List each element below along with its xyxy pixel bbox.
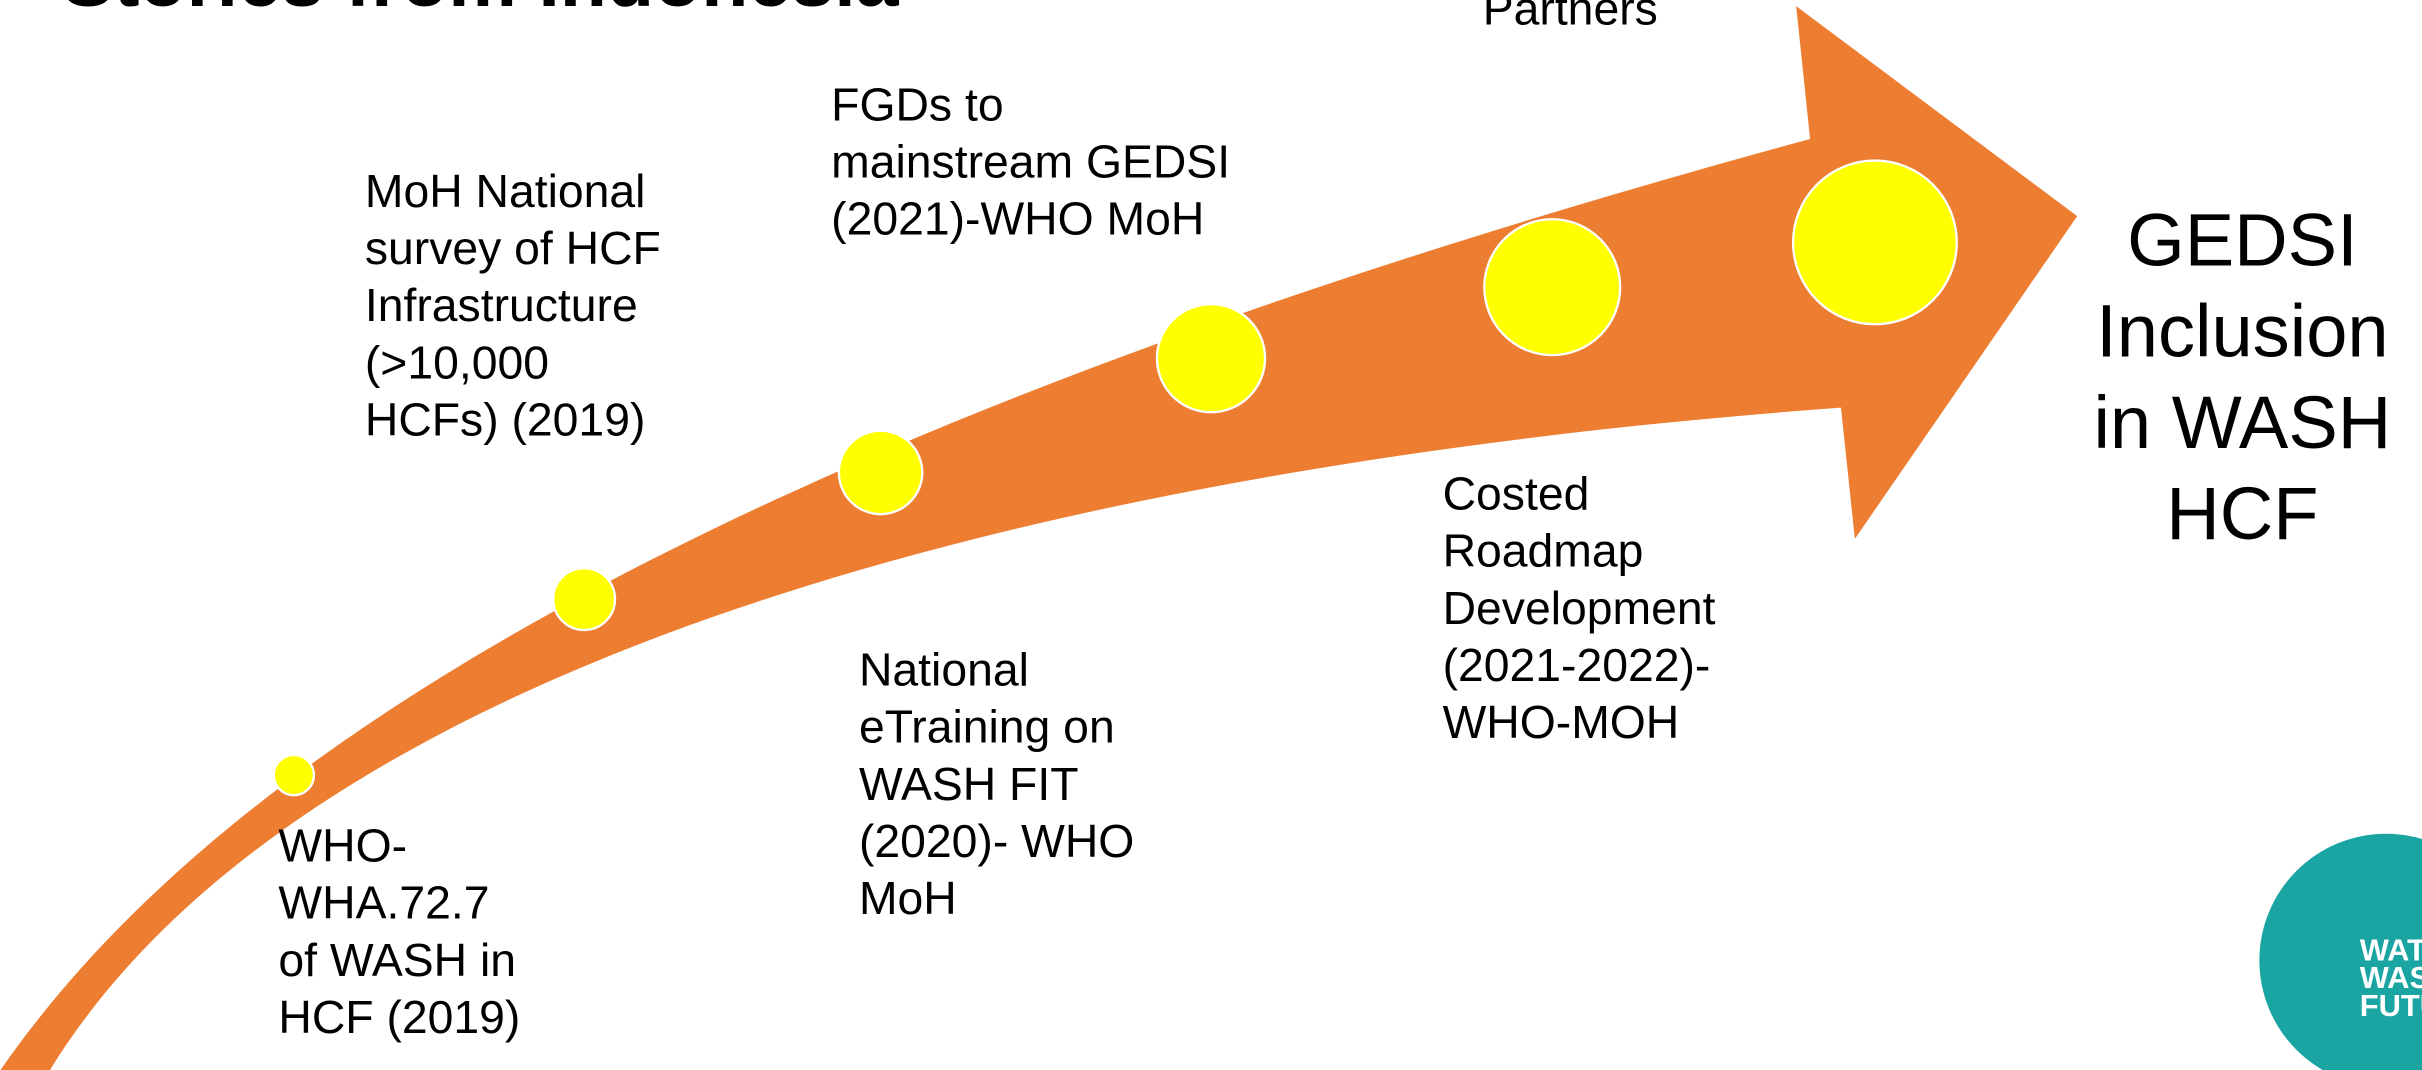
milestone-label: MoH: [859, 872, 957, 924]
goal-label: in WASH: [2093, 381, 2391, 464]
milestone-label: WHO-: [278, 820, 407, 872]
milestone-dot: [552, 567, 617, 632]
goal-label: HCF: [2166, 472, 2318, 555]
milestone-label: WHO-MOH: [1443, 696, 1680, 748]
milestone-dot: [1791, 159, 1958, 326]
milestone-label: WHA.72.7: [278, 877, 489, 929]
milestone-label: Development: [1443, 582, 1716, 634]
milestone-label: Infrastructure: [365, 279, 638, 331]
milestone-label: WASH FIT: [859, 758, 1079, 810]
milestone-label: HCF (2019): [278, 991, 520, 1043]
milestone-label: (2020)- WHO: [859, 815, 1134, 867]
milestone-dot: [1483, 218, 1622, 357]
milestone-label: (2021-2022)-: [1443, 639, 1711, 691]
milestone-label: National: [859, 644, 1029, 696]
goal-label: Inclusion: [2096, 290, 2389, 373]
milestone-label: HCFs) (2019): [365, 393, 645, 445]
milestone-dot: [1155, 303, 1267, 414]
milestone-label: survey of HCF: [365, 222, 661, 274]
milestone-label: mainstream GEDSI: [831, 136, 1230, 188]
milestone-label: (2021)-WHO MoH: [831, 193, 1204, 245]
logo-badge: [2259, 833, 2422, 1070]
milestone-dot: [837, 429, 924, 516]
logo-text: WATER: [2360, 932, 2422, 967]
milestone-label: of WASH in: [278, 934, 516, 986]
logo-text: WASH: [2360, 960, 2422, 995]
goal-label: GEDSI: [2127, 199, 2358, 282]
logo-text: FUTURES: [2360, 988, 2422, 1023]
milestone-label: Costed: [1443, 468, 1590, 520]
title: Stories from Indonesia: [62, 0, 899, 23]
top-label: Partners: [1483, 0, 1658, 35]
milestone-label: (>10,000: [365, 336, 549, 388]
milestone-label: Roadmap: [1443, 525, 1644, 577]
milestone-label: MoH National: [365, 165, 646, 217]
milestone-label: eTraining on: [859, 701, 1115, 753]
milestone-label: FGDs to: [831, 78, 1003, 130]
milestone-dot: [272, 753, 316, 797]
